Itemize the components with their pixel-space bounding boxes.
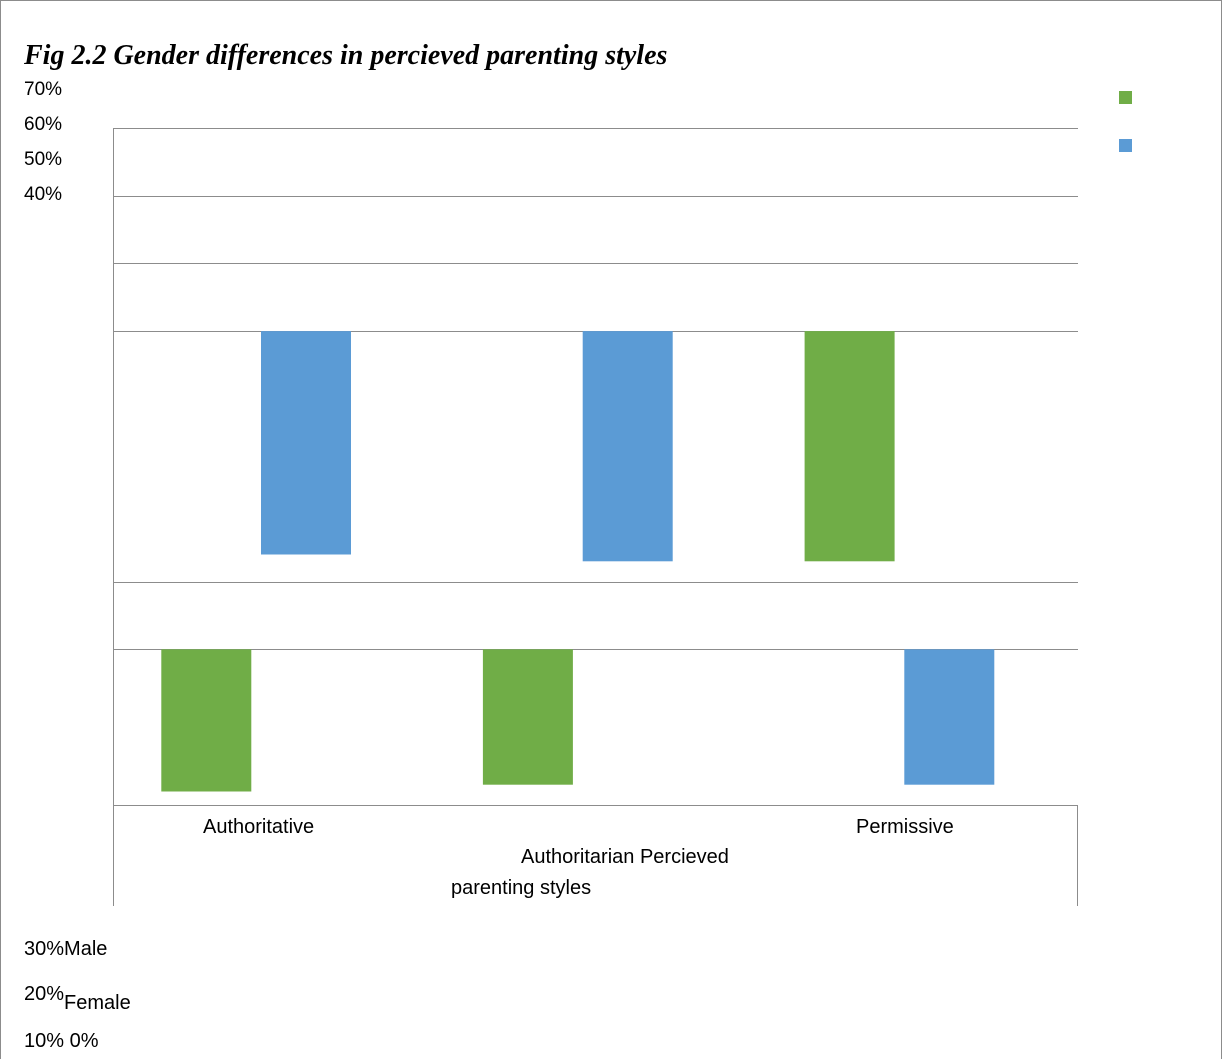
stray-tick-row-10-0: 10% 0%: [24, 1030, 99, 1052]
y-tick-label: 50%: [24, 149, 63, 170]
bar-female-authoritarian: [582, 331, 673, 562]
legend-swatch-male: [1119, 91, 1132, 104]
y-tick-label: 40%: [24, 184, 63, 205]
x-category-label: Authoritative: [203, 816, 315, 838]
bar-male-authoritarian: [482, 649, 573, 785]
legend-swatch-female: [1119, 139, 1132, 152]
bar-female-authoritative: [261, 331, 351, 555]
bar-male-permissive: [804, 331, 895, 562]
x-axis-label-inline: Authoritarian Percieved: [521, 846, 729, 868]
y-tick-label: 70%: [24, 79, 63, 100]
tick-30: 30%: [24, 938, 65, 960]
legend-label-female: Female: [64, 992, 131, 1014]
x-axis-label-line2: parenting styles: [451, 877, 592, 899]
chart-title: Fig 2.2 Gender differences in percieved …: [24, 40, 668, 71]
legend-label-male: Male: [64, 938, 108, 960]
stray-tick-row-30: 30%Male: [24, 938, 107, 961]
tick-20: 20%: [24, 983, 65, 1005]
bar-female-permissive: [904, 649, 995, 785]
y-tick-label: 60%: [24, 114, 63, 135]
bar-male-authoritative: [161, 649, 252, 792]
x-category-label: Permissive: [856, 816, 954, 838]
stray-tick-row-20: 20%Female: [24, 983, 131, 1015]
